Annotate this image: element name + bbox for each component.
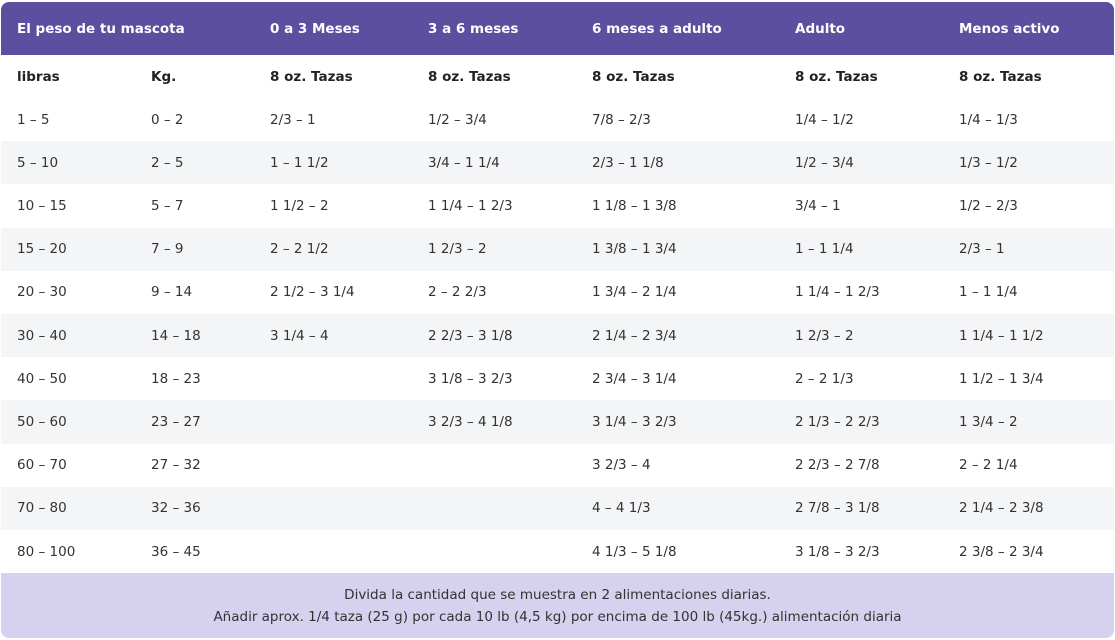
table-cell: 1 – 1 1/2 [270,154,329,171]
table-cell: 2/3 – 1 1/8 [592,154,664,171]
table-cell: 1 3/4 – 2 1/4 [592,284,677,301]
table-cell: 1/4 – 1/2 [795,111,854,128]
table-cell: 15 – 20 [17,241,67,258]
table-row: 1 – 5 0 – 2 2/3 – 1 1/2 – 3/4 7/8 – 2/3 1/4 –… [1,98,1114,141]
table-cell: 2 – 2 1/3 [795,370,854,387]
table-cell: 27 – 32 [151,457,201,474]
table-cell: 3 2/3 – 4 [592,457,651,474]
table-cell: 9 – 14 [151,284,193,301]
table-cell: 1 – 1 1/4 [959,284,1018,301]
table-row: 80 – 100 36 – 45 4 1/3 – 5 1/8 3 1/8 – 3 2/… [1,530,1114,573]
table-cell: 2 – 2 1/4 [959,457,1018,474]
unit-header: 8 oz. Tazas [592,68,675,85]
table-cell: 2 1/2 – 3 1/4 [270,284,355,301]
table-cell: 1 – 5 [17,111,50,128]
table-cell: 1/2 – 3/4 [428,111,487,128]
footer-note: Divida la cantidad que se muestra en 2 a… [344,586,771,603]
table-row: libras Kg. 8 oz. Tazas 8 oz. Tazas 8 oz. Taz… [1,55,1114,98]
table-row: El peso de tu mascota 0 a 3 Meses 3 a 6 me… [1,2,1114,55]
table-cell: 60 – 70 [17,457,67,474]
table-cell: 5 – 10 [17,154,59,171]
table-cell: 14 – 18 [151,327,201,344]
table-cell: 18 – 23 [151,370,201,387]
table-cell: 2 1/4 – 2 3/4 [592,327,677,344]
table-row: 40 – 50 18 – 23 3 1/8 – 3 2/3 2 3/4 – 3 1/4… [1,357,1114,400]
table-cell: 2 3/8 – 2 3/4 [959,543,1044,560]
table-cell: 1 3/8 – 1 3/4 [592,241,677,258]
table-cell: 1 – 1 1/4 [795,241,854,258]
table-cell: 30 – 40 [17,327,67,344]
table-cell: 4 1/3 – 5 1/8 [592,543,677,560]
table-cell: 2 – 5 [151,154,184,171]
column-header: 0 a 3 Meses [270,20,360,37]
column-header: Adulto [795,20,846,37]
table-cell: 1/2 – 2/3 [959,197,1018,214]
column-header: Menos activo [959,20,1060,37]
table-cell: 1/4 – 1/3 [959,111,1018,128]
column-header: El peso de tu mascota [17,20,185,37]
table-cell: 3/4 – 1 1/4 [428,154,500,171]
table-cell: 2 – 2 1/2 [270,241,329,258]
table-cell: 1/2 – 3/4 [795,154,854,171]
table-row: 20 – 30 9 – 14 2 1/2 – 3 1/4 2 – 2 2/3 1 3/4… [1,271,1114,314]
table-cell: 2 2/3 – 2 7/8 [795,457,880,474]
table-cell: 3 1/4 – 4 [270,327,329,344]
table-cell: 36 – 45 [151,543,201,560]
table-cell: 1 1/4 – 1 2/3 [795,284,880,301]
unit-header: libras [17,68,60,85]
table-row: 15 – 20 7 – 9 2 – 2 1/2 1 2/3 – 2 1 3/8 – 1 … [1,227,1114,271]
table-cell: 1 1/4 – 1 2/3 [428,197,513,214]
table-row: 10 – 15 5 – 7 1 1/2 – 2 1 1/4 – 1 2/3 1 1/8 … [1,184,1114,227]
table-cell: 3 1/8 – 3 2/3 [428,370,513,387]
table-row: 30 – 40 14 – 18 3 1/4 – 4 2 2/3 – 3 1/8 2 1/… [1,314,1114,358]
unit-header: Kg. [151,68,177,85]
table-cell: 1/3 – 1/2 [959,154,1018,171]
unit-header: 8 oz. Tazas [428,68,511,85]
table-cell: 2/3 – 1 [959,241,1005,258]
table-cell: 50 – 60 [17,413,67,430]
table-cell: 2 2/3 – 3 1/8 [428,327,513,344]
table-cell: 0 – 2 [151,111,184,128]
unit-header: 8 oz. Tazas [959,68,1042,85]
table-row: 5 – 10 2 – 5 1 – 1 1/2 3/4 – 1 1/4 2/3 – 1 1… [1,141,1114,185]
unit-header: 8 oz. Tazas [795,68,878,85]
table-row: 50 – 60 23 – 27 3 2/3 – 4 1/8 3 1/4 – 3 2/3… [1,400,1114,444]
table-cell: 2/3 – 1 [270,111,316,128]
table-cell: 3 2/3 – 4 1/8 [428,413,513,430]
table-cell: 3/4 – 1 [795,197,841,214]
footer-note: Añadir aprox. 1/4 taza (25 g) por cada 1… [213,608,902,625]
table-cell: 7 – 9 [151,241,184,258]
table-row: 70 – 80 32 – 36 4 – 4 1/3 2 7/8 – 3 1/8 2 1/… [1,486,1114,530]
table-cell: 20 – 30 [17,284,67,301]
table-cell: 1 1/8 – 1 3/8 [592,197,677,214]
column-header: 3 a 6 meses [428,20,519,37]
table-cell: 5 – 7 [151,197,184,214]
table-cell: 4 – 4 1/3 [592,500,651,517]
table-cell: 7/8 – 2/3 [592,111,651,128]
table-cell: 1 2/3 – 2 [795,327,854,344]
table-row: 60 – 70 27 – 32 3 2/3 – 4 2 2/3 – 2 7/8 2 – … [1,444,1114,487]
table-footer: Divida la cantidad que se muestra en 2 a… [1,573,1114,638]
table-cell: 2 7/8 – 3 1/8 [795,500,880,517]
table-cell: 40 – 50 [17,370,67,387]
table-cell: 32 – 36 [151,500,201,517]
table-cell: 70 – 80 [17,500,67,517]
table-cell: 2 1/3 – 2 2/3 [795,413,880,430]
unit-header: 8 oz. Tazas [270,68,353,85]
table-cell: 80 – 100 [17,543,76,560]
table-cell: 1 3/4 – 2 [959,413,1018,430]
table-cell: 10 – 15 [17,197,67,214]
table-cell: 23 – 27 [151,413,201,430]
table-cell: 2 – 2 2/3 [428,284,487,301]
table-cell: 1 1/4 – 1 1/2 [959,327,1044,344]
table-cell: 2 3/4 – 3 1/4 [592,370,677,387]
table-cell: 1 1/2 – 2 [270,197,329,214]
table-cell: 3 1/4 – 3 2/3 [592,413,677,430]
column-header: 6 meses a adulto [592,20,722,37]
table-cell: 3 1/8 – 3 2/3 [795,543,880,560]
table-cell: 1 1/2 – 1 3/4 [959,370,1044,387]
table-cell: 1 2/3 – 2 [428,241,487,258]
table-cell: 2 1/4 – 2 3/8 [959,500,1044,517]
